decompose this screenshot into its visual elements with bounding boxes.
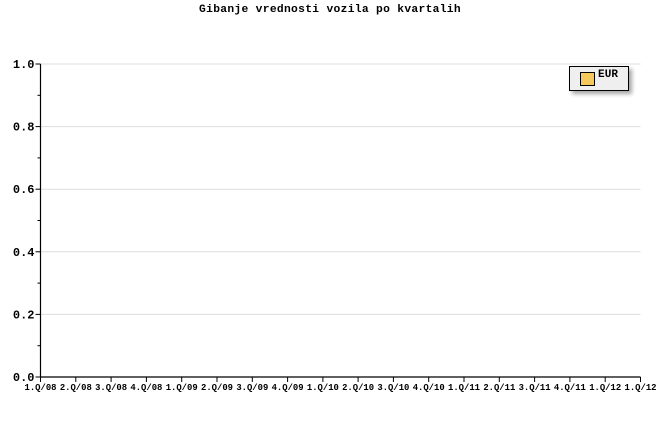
- svg-text:1.Q/09: 1.Q/09: [166, 383, 198, 393]
- svg-text:2.Q/08: 2.Q/08: [60, 383, 92, 393]
- svg-text:1.Q/08: 1.Q/08: [25, 383, 57, 393]
- svg-text:3.Q/08: 3.Q/08: [95, 383, 127, 393]
- svg-text:2.Q/11: 2.Q/11: [483, 383, 515, 393]
- svg-text:1.Q/12: 1.Q/12: [589, 383, 621, 393]
- svg-text:4.Q/09: 4.Q/09: [272, 383, 304, 393]
- svg-text:1.Q/12: 1.Q/12: [625, 383, 657, 393]
- svg-text:1.Q/11: 1.Q/11: [448, 383, 480, 393]
- svg-text:3.Q/11: 3.Q/11: [519, 383, 551, 393]
- svg-text:3.Q/09: 3.Q/09: [236, 383, 268, 393]
- svg-text:1.Q/10: 1.Q/10: [307, 383, 339, 393]
- svg-text:0.4: 0.4: [13, 246, 35, 260]
- svg-text:1.0: 1.0: [13, 58, 35, 72]
- svg-text:2.Q/10: 2.Q/10: [342, 383, 374, 393]
- svg-text:4.Q/10: 4.Q/10: [413, 383, 445, 393]
- svg-text:4.Q/08: 4.Q/08: [130, 383, 162, 393]
- svg-text:0.6: 0.6: [13, 183, 35, 197]
- svg-text:2.Q/09: 2.Q/09: [201, 383, 233, 393]
- svg-text:0.8: 0.8: [13, 121, 35, 135]
- svg-text:0.2: 0.2: [13, 308, 35, 322]
- svg-text:3.Q/10: 3.Q/10: [377, 383, 409, 393]
- svg-text:4.Q/11: 4.Q/11: [554, 383, 586, 393]
